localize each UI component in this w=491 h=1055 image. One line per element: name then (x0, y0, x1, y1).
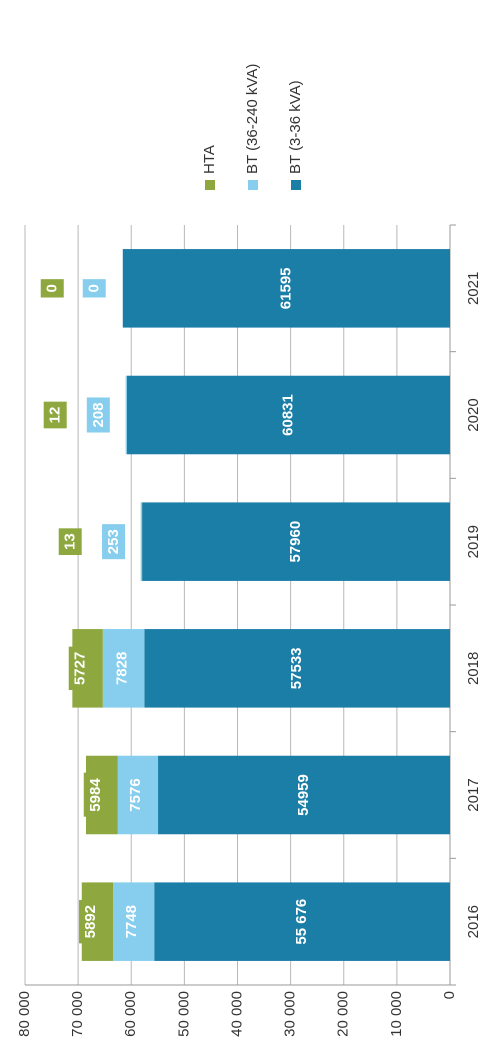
y-tick-label: 80 000 (16, 991, 33, 1037)
x-tick-label: 2020 (465, 398, 482, 431)
rotated-chart: 0 10 000 20 000 30 000 40 000 50 000 60 000 70 … (16, 64, 482, 1037)
value-label-bg (284, 515, 308, 568)
x-tick-label: 2021 (465, 272, 482, 305)
value-label: 253 (105, 529, 122, 554)
value-label-bg (110, 646, 134, 691)
y-tick-label: 50 000 (175, 991, 192, 1037)
value-label: 60831 (279, 394, 296, 436)
value-label-bg (274, 262, 298, 315)
value-label-bg (291, 769, 315, 821)
value-label-bg (43, 401, 67, 429)
value-label: 5892 (82, 905, 99, 938)
legend-swatch (291, 180, 301, 190)
legend-swatch (205, 180, 215, 190)
value-label-bg (68, 646, 92, 691)
value-label: 208 (90, 402, 107, 427)
value-label: 0 (44, 284, 61, 292)
y-tick-label: 0 (441, 991, 458, 999)
value-label: 57533 (288, 647, 305, 689)
x-tick-label: 2017 (465, 778, 482, 811)
value-label-bg (123, 773, 147, 817)
bar-segment (140, 502, 143, 581)
value-label-bg (82, 279, 106, 298)
y-tick-label: 70 000 (69, 991, 86, 1037)
x-tick-label: 2019 (465, 525, 482, 558)
x-tick-label: 2018 (465, 652, 482, 685)
x-tick-label: 2016 (465, 905, 482, 938)
value-label: 7748 (123, 905, 140, 938)
value-label: 12 (47, 407, 64, 424)
legend-label: BT (36-240 kVA) (244, 64, 261, 174)
value-label: 5727 (72, 652, 89, 685)
value-label: 54959 (295, 774, 312, 816)
value-label: 61595 (277, 267, 294, 309)
value-label-bg (120, 899, 144, 944)
value-label-bg (102, 524, 126, 560)
value-label-bg (285, 642, 309, 695)
value-label-bg (79, 899, 103, 944)
legend-swatch (248, 180, 258, 190)
value-label: 5984 (87, 778, 104, 812)
y-tick-label: 10 000 (388, 991, 405, 1037)
value-label-bg (86, 397, 110, 433)
value-label: 55 676 (293, 899, 310, 945)
value-label: 7576 (127, 778, 144, 811)
value-label-bg (58, 528, 82, 556)
value-label: 7828 (113, 652, 130, 685)
y-tick-label: 40 000 (228, 991, 245, 1037)
value-label: 0 (86, 284, 103, 292)
y-tick-label: 30 000 (282, 991, 299, 1037)
value-label-bg (276, 389, 300, 441)
bar-segment (125, 375, 127, 455)
value-label: 13 (62, 533, 79, 550)
legend-label: BT (3-36 kVA) (287, 80, 304, 174)
legend-label: HTA (201, 145, 218, 174)
y-tick-label: 20 000 (335, 991, 352, 1037)
value-label-bg (83, 772, 107, 817)
y-tick-label: 60 000 (122, 991, 139, 1037)
value-label-bg (40, 279, 64, 298)
value-label-bg (290, 893, 314, 950)
value-label: 57960 (287, 521, 304, 563)
